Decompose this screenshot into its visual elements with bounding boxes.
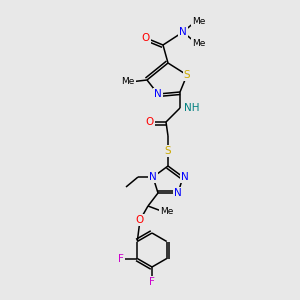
Text: NH: NH xyxy=(184,103,200,113)
Text: N: N xyxy=(149,172,157,182)
Text: S: S xyxy=(184,70,190,80)
Text: O: O xyxy=(136,215,144,225)
Text: Me: Me xyxy=(192,38,206,47)
Text: N: N xyxy=(179,27,187,37)
Text: F: F xyxy=(118,254,124,263)
Text: Me: Me xyxy=(192,16,206,26)
Text: O: O xyxy=(142,33,150,43)
Text: Me: Me xyxy=(160,208,174,217)
Text: N: N xyxy=(174,188,182,198)
Text: O: O xyxy=(146,117,154,127)
Text: N: N xyxy=(154,89,162,99)
Text: Me: Me xyxy=(121,77,135,86)
Text: S: S xyxy=(165,146,171,156)
Text: F: F xyxy=(149,277,155,287)
Text: N: N xyxy=(181,172,189,182)
